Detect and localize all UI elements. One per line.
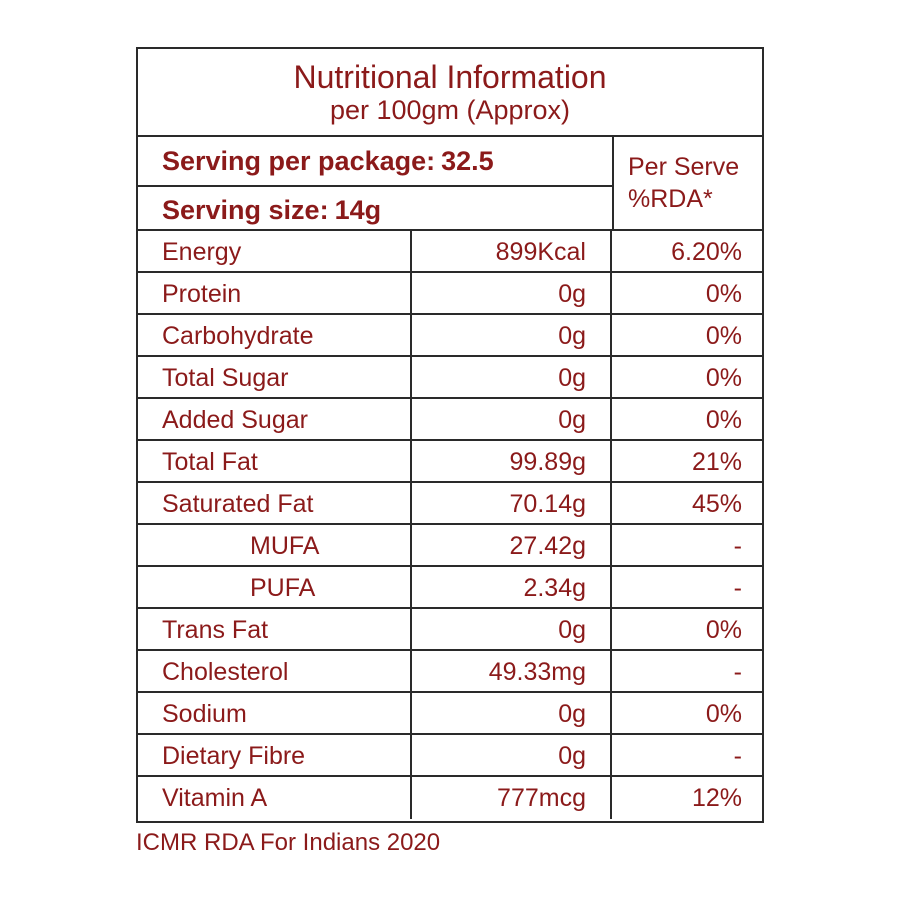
- nutrient-name: MUFA: [138, 525, 412, 565]
- nutrient-value: 0g: [412, 399, 612, 439]
- nutrient-value: 0g: [412, 315, 612, 355]
- nutrient-rda: -: [733, 742, 742, 770]
- title-block: Nutritional Information per 100gm (Appro…: [138, 49, 762, 137]
- nutrient-value: 2.34g: [412, 567, 612, 607]
- table-row: Carbohydrate 0g 0%: [138, 315, 762, 357]
- nutrient-rda: 45%: [691, 490, 742, 518]
- nutrient-rda: -: [733, 658, 742, 686]
- table-row: Vitamin A 777mcg 12%: [138, 777, 762, 819]
- nutrient-name: Carbohydrate: [138, 315, 412, 355]
- per-serve-header-line2: %RDA*: [628, 185, 713, 213]
- table-row: Saturated Fat 70.14g 45%: [138, 483, 762, 525]
- panel-title: Nutritional Information: [293, 59, 607, 95]
- nutrient-value: 70.14g: [412, 483, 612, 523]
- nutrient-value: 0g: [412, 357, 612, 397]
- table-row: Sodium 0g 0%: [138, 693, 762, 735]
- nutrient-rda: 6.20%: [671, 238, 742, 266]
- nutrient-value: 99.89g: [412, 441, 612, 481]
- nutrient-value: 0g: [412, 693, 612, 733]
- nutrient-rda: 21%: [691, 448, 742, 476]
- table-row: Total Sugar 0g 0%: [138, 357, 762, 399]
- nutrient-value: 0g: [412, 609, 612, 649]
- nutrient-name: PUFA: [138, 567, 412, 607]
- table-row: MUFA 27.42g -: [138, 525, 762, 567]
- nutrient-rda: 0%: [705, 364, 742, 392]
- serving-per-package-label: Serving per package:: [162, 146, 436, 176]
- nutrient-name: Cholesterol: [138, 651, 412, 691]
- nutrition-panel: Nutritional Information per 100gm (Appro…: [136, 47, 764, 823]
- table-row: Cholesterol 49.33mg -: [138, 651, 762, 693]
- table-row: Dietary Fibre 0g -: [138, 735, 762, 777]
- nutrient-rda: -: [733, 574, 742, 602]
- table-row: Total Fat 99.89g 21%: [138, 441, 762, 483]
- table-row: Trans Fat 0g 0%: [138, 609, 762, 651]
- table-row: Energy 899Kcal 6.20%: [138, 231, 762, 273]
- nutrient-value: 49.33mg: [412, 651, 612, 691]
- nutrient-name: Energy: [138, 231, 412, 271]
- nutrient-value: 777mcg: [412, 777, 612, 819]
- nutrient-rda: -: [733, 532, 742, 560]
- table-row: Protein 0g 0%: [138, 273, 762, 315]
- nutrient-rda: 0%: [705, 322, 742, 350]
- serving-size-label: Serving size:: [162, 195, 329, 225]
- nutrient-value: 899Kcal: [412, 231, 612, 271]
- nutrient-table: Energy 899Kcal 6.20% Protein 0g 0% Carbohydrat…: [138, 229, 762, 819]
- nutrient-name: Protein: [138, 273, 412, 313]
- nutrient-name: Added Sugar: [138, 399, 412, 439]
- nutrient-rda: 0%: [705, 406, 742, 434]
- serving-size-value: 14g: [334, 195, 382, 225]
- nutrient-value: 0g: [412, 735, 612, 775]
- nutrient-rda: 0%: [705, 280, 742, 308]
- nutrient-value: 0g: [412, 273, 612, 313]
- serving-per-package: Serving per package: 32.5: [138, 137, 612, 187]
- table-row: PUFA 2.34g -: [138, 567, 762, 609]
- nutrient-name: Sodium: [138, 693, 412, 733]
- nutrient-rda: 0%: [705, 700, 742, 728]
- nutrient-name: Dietary Fibre: [138, 735, 412, 775]
- table-row: Added Sugar 0g 0%: [138, 399, 762, 441]
- serving-size: Serving size: 14g: [138, 187, 612, 229]
- panel-subtitle: per 100gm (Approx): [329, 95, 571, 125]
- nutrient-rda: 12%: [691, 784, 742, 812]
- nutrient-value: 27.42g: [412, 525, 612, 565]
- nutrient-name: Saturated Fat: [138, 483, 412, 523]
- nutrient-rda: 0%: [705, 616, 742, 644]
- footnote: ICMR RDA For Indians 2020: [136, 829, 441, 856]
- nutrient-name: Total Sugar: [138, 357, 412, 397]
- nutrient-name: Total Fat: [138, 441, 412, 481]
- serving-per-package-value: 32.5: [441, 146, 494, 176]
- per-serve-header-line1: Per Serve: [628, 153, 740, 181]
- per-serve-header: Per Serve %RDA*: [612, 137, 762, 229]
- nutrient-name: Vitamin A: [138, 777, 412, 819]
- nutrient-name: Trans Fat: [138, 609, 412, 649]
